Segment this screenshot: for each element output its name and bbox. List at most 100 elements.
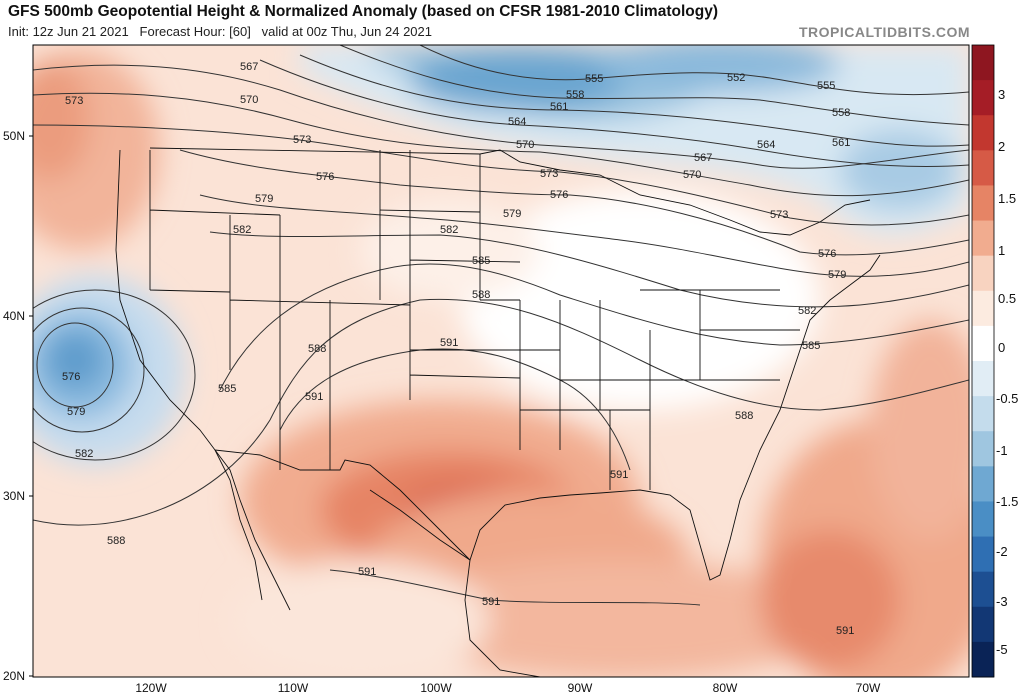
lon-label-90w: 90W <box>568 681 593 695</box>
contour-label-558: 558 <box>832 107 850 119</box>
contour-label-576: 576 <box>316 171 334 183</box>
longitude-axis: 120W 110W 100W 90W 80W 70W <box>135 681 881 695</box>
contour-564-line <box>259 59 969 168</box>
contour-label-558: 558 <box>566 89 584 101</box>
colorbar-cell <box>972 466 994 502</box>
colorbar-label: 2 <box>998 139 1005 154</box>
lat-label-30n: 30N <box>3 489 25 503</box>
height-contours <box>33 45 969 606</box>
colorbar-cell <box>972 150 994 186</box>
colorbar-label: -1 <box>996 443 1008 458</box>
colorbar: 3 2 1.5 1 0.5 0 -0.5 -1 -1.5 -2 -3 -5 <box>971 44 1018 678</box>
contour-label-591: 591 <box>305 391 323 403</box>
colorbar-cell <box>972 501 994 538</box>
contour-labels: 567 570 573 573 576 579 582 582 585 588 … <box>62 61 854 637</box>
mexico-coastline <box>464 559 541 677</box>
colorbar-label: 1 <box>998 243 1005 258</box>
colorbar-label: 3 <box>998 87 1005 102</box>
forecast-hour: Forecast Hour: [60] <box>139 24 251 39</box>
colorbar-cell <box>972 396 994 432</box>
contour-label-579: 579 <box>255 193 273 205</box>
colorbar-cells <box>972 45 994 678</box>
lon-label-80w: 80W <box>713 681 738 695</box>
lon-label-100w: 100W <box>420 681 452 695</box>
contour-558-line <box>339 45 969 126</box>
colorbar-cell <box>972 290 994 327</box>
contour-591-line <box>279 348 631 471</box>
colorbar-cell <box>972 431 994 467</box>
contour-576-line <box>179 149 969 256</box>
contour-label-588: 588 <box>308 343 326 355</box>
contour-label-564: 564 <box>508 116 526 128</box>
lat-label-20n: 20N <box>3 669 25 683</box>
lon-label-110w: 110W <box>278 681 309 695</box>
contour-label-573: 573 <box>65 95 83 107</box>
contour-579-low <box>33 307 145 433</box>
colorbar-label: -0.5 <box>996 391 1018 406</box>
contour-label-576: 576 <box>550 189 568 201</box>
contour-582-line <box>209 231 969 308</box>
state-lines <box>149 150 800 490</box>
colorbar-cell <box>972 45 994 81</box>
colorbar-cell <box>972 571 994 608</box>
contour-label-555: 555 <box>817 80 835 92</box>
colorbar-label: -1.5 <box>996 494 1018 509</box>
contour-label-588: 588 <box>735 410 753 422</box>
political-borders <box>115 147 881 677</box>
colorbar-frame <box>971 44 995 678</box>
contour-label-576: 576 <box>62 371 80 383</box>
contour-label-567: 567 <box>240 61 258 73</box>
contour-561-line <box>299 54 969 147</box>
colorbar-cell <box>972 641 994 678</box>
contour-573-line <box>33 124 969 226</box>
colorbar-cell <box>972 220 994 257</box>
colorbar-cell <box>972 80 994 116</box>
latitude-axis: 50N 40N 30N 20N <box>3 129 33 683</box>
run-info: Init: 12z Jun 21 2021 Forecast Hour: [60… <box>8 24 432 39</box>
colorbar-cell <box>972 115 994 151</box>
contour-label-561: 561 <box>832 137 850 149</box>
contour-label-582: 582 <box>440 224 458 236</box>
lat-label-40n: 40N <box>3 309 25 323</box>
colorbar-cell <box>972 185 994 222</box>
contour-label-573: 573 <box>293 134 311 146</box>
contour-567-line <box>33 64 969 169</box>
pacific-coastline <box>115 149 291 611</box>
colorbar-label: -2 <box>996 544 1008 559</box>
plot-frame <box>32 44 970 678</box>
contour-label-567: 567 <box>694 152 712 164</box>
contour-label-579: 579 <box>503 208 521 220</box>
contour-label-591: 591 <box>836 625 854 637</box>
baja-coastline <box>214 449 263 601</box>
contour-label-570: 570 <box>240 94 258 106</box>
contour-label-573: 573 <box>770 209 788 221</box>
contour-591-gulf-line <box>329 569 701 606</box>
colorbar-label: 0.5 <box>998 291 1016 306</box>
contour-label-564: 564 <box>757 139 775 151</box>
us-mexico-border <box>214 449 471 561</box>
contour-label-582: 582 <box>233 224 251 236</box>
colorbar-cell <box>972 536 994 573</box>
lat-label-50n: 50N <box>3 129 25 143</box>
contour-label-585: 585 <box>218 383 236 395</box>
contour-label-588: 588 <box>472 289 490 301</box>
contour-label-591: 591 <box>482 596 500 608</box>
lon-label-120w: 120W <box>135 681 167 695</box>
contour-582-low <box>33 289 196 461</box>
lon-label-70w: 70W <box>856 681 881 695</box>
valid-time: valid at 00z Thu, Jun 24 2021 <box>261 24 432 39</box>
colorbar-cell <box>972 361 994 397</box>
colorbar-label: 1.5 <box>998 191 1016 206</box>
gulf-coastline <box>369 254 881 581</box>
contour-label-585: 585 <box>802 340 820 352</box>
contour-label-579: 579 <box>67 406 85 418</box>
contour-588-line <box>33 298 969 526</box>
us-canada-border <box>149 147 871 236</box>
contour-label-591: 591 <box>358 566 376 578</box>
colorbar-cell <box>972 325 994 362</box>
contour-label-591: 591 <box>440 337 458 349</box>
contour-label-579: 579 <box>828 269 846 281</box>
colorbar-label: -3 <box>996 594 1008 609</box>
contour-label-588: 588 <box>107 535 125 547</box>
